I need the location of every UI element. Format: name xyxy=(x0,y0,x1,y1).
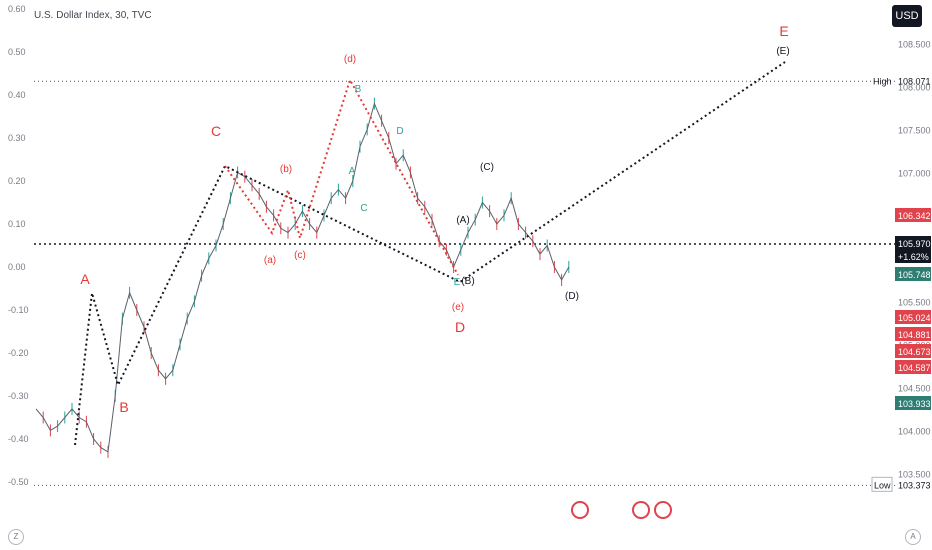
price-tag-label: 105.024 xyxy=(898,313,931,323)
currency-button[interactable]: USD xyxy=(892,5,922,27)
right-tick-label: 103.500 xyxy=(898,469,931,479)
price-tag xyxy=(895,208,931,222)
wave-label: (c) xyxy=(294,250,306,261)
left-scale-button[interactable]: Z xyxy=(8,529,24,545)
left-tick-label: -0.30 xyxy=(8,391,29,401)
price-tag-label: 105.970 xyxy=(898,239,931,249)
right-tick-label: 105.500 xyxy=(898,297,931,307)
price-tag xyxy=(895,396,931,410)
wave-label: D xyxy=(455,319,465,335)
price-line xyxy=(35,102,570,453)
left-tick-label: 0.10 xyxy=(8,219,26,229)
wave-label: E xyxy=(454,277,461,288)
reference-lines: High 108.071 Low 103.373 xyxy=(34,76,931,492)
wave-label: (e) xyxy=(452,302,464,313)
left-tick-label: -0.40 xyxy=(8,434,29,444)
price-tag-label: +1.62% xyxy=(898,252,929,262)
low-label-box xyxy=(871,476,893,492)
left-tick-label: 0.20 xyxy=(8,176,26,186)
right-tick-label: 108.500 xyxy=(898,39,931,49)
auto-scale-button[interactable]: A xyxy=(905,529,921,545)
wave-label: (D) xyxy=(565,291,579,302)
price-tag xyxy=(895,344,931,358)
price-series xyxy=(35,97,570,458)
lightning-event-icon xyxy=(571,501,589,519)
price-tag xyxy=(895,249,931,263)
wave-label: B xyxy=(119,399,128,415)
wave-label: (A) xyxy=(456,215,469,226)
wave-label: B xyxy=(355,84,362,95)
price-tag xyxy=(895,236,931,250)
left-tick-label: 0.30 xyxy=(8,133,26,143)
low-label: Low xyxy=(874,480,891,490)
economic-event-icon xyxy=(654,501,672,519)
price-tag xyxy=(895,310,931,324)
wave-labels: A B C D E (a) (b) (c) (d) (e) (A) (B) (C) (D) (E) A B C D E xyxy=(80,23,789,415)
wave-lines xyxy=(74,61,786,446)
wave-label: (a) xyxy=(264,255,276,266)
price-tag xyxy=(895,327,931,341)
wave-label: (E) xyxy=(776,46,789,57)
red-wave-line xyxy=(224,77,459,276)
price-tag xyxy=(895,267,931,281)
wave-label: (d) xyxy=(344,54,356,65)
price-tag xyxy=(895,360,931,374)
price-tag-label: 104.881 xyxy=(898,330,931,340)
wave-label: E xyxy=(779,23,788,39)
high-value: 108.071 xyxy=(898,76,931,86)
economic-event-icon xyxy=(632,501,650,519)
wave-label: C xyxy=(360,203,367,214)
price-tag-label: 103.933 xyxy=(898,399,931,409)
event-icons[interactable] xyxy=(571,501,672,519)
left-percent-axis: 0.60 0.50 0.40 0.30 0.20 0.10 0.00 -0.10 -0.20 -0… xyxy=(8,4,29,487)
right-tick-label: 104.500 xyxy=(898,383,931,393)
right-tick-label: 107.500 xyxy=(898,125,931,135)
right-tick-label: 107.000 xyxy=(898,168,931,178)
wave-label: D xyxy=(396,126,403,137)
primary-wave-line xyxy=(74,61,786,446)
right-tick-label: 108.000 xyxy=(898,82,931,92)
wave-label: (B) xyxy=(461,276,474,287)
right-tick-label: 104.000 xyxy=(898,426,931,436)
price-tag-label: 104.673 xyxy=(898,347,931,357)
left-tick-label: -0.10 xyxy=(8,305,29,315)
currency-label: USD xyxy=(895,10,919,22)
price-tags: 106.342 105.970 +1.62% 105.748 105.024 104.88… xyxy=(895,208,931,410)
wave-label: C xyxy=(211,123,221,139)
price-tag-label: 106.342 xyxy=(898,211,931,221)
wave-label: (C) xyxy=(480,162,494,173)
left-tick-label: -0.20 xyxy=(8,348,29,358)
low-value: 103.373 xyxy=(898,480,931,490)
price-tag-label: 105.748 xyxy=(898,270,931,280)
wave-label: A xyxy=(349,166,356,177)
left-tick-label: -0.50 xyxy=(8,477,29,487)
price-tag-label: 104.587 xyxy=(898,363,931,373)
left-tick-label: 0.40 xyxy=(8,90,26,100)
left-tick-label: 0.00 xyxy=(8,262,26,272)
wave-label: A xyxy=(80,271,90,287)
wave-label: (b) xyxy=(280,164,292,175)
left-tick-label: 0.60 xyxy=(8,4,26,14)
left-tick-label: 0.50 xyxy=(8,47,26,57)
high-label: High xyxy=(873,76,892,86)
chart-title: U.S. Dollar Index, 30, TVC xyxy=(34,10,152,21)
